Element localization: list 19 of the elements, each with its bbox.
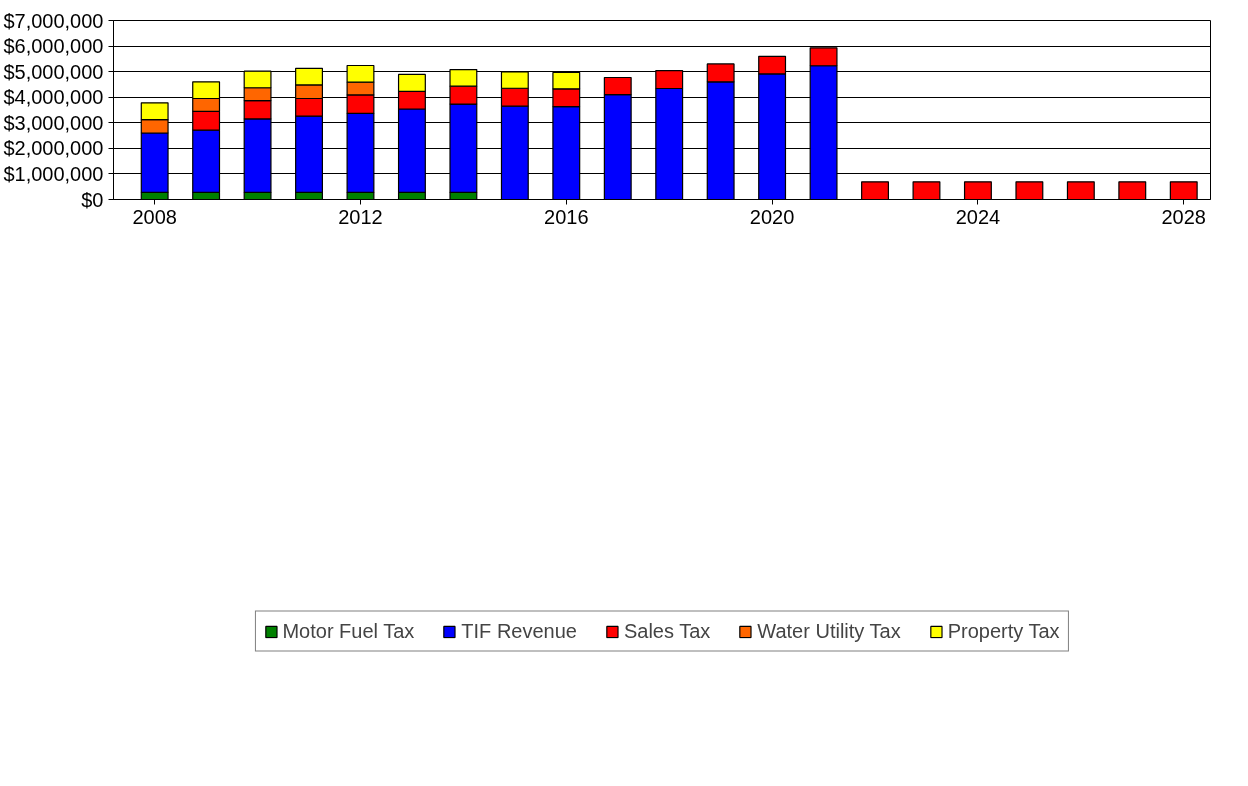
x-tick-label: 2024 — [955, 205, 1001, 228]
legend-label: TIF Revenue — [461, 619, 577, 643]
y-tick-label: $5,000,000 — [3, 60, 104, 83]
y-tick-label: $2,000,000 — [3, 137, 104, 160]
y-tick-label: $1,000,000 — [3, 162, 104, 185]
y-tick-label: $0 — [81, 188, 104, 211]
x-tick-label: 2012 — [338, 205, 383, 228]
x-tick-label: 2020 — [749, 205, 795, 228]
legend-label: Motor Fuel Tax — [282, 619, 415, 643]
legend-label: Property Tax — [947, 619, 1060, 643]
x-tick-label: 2028 — [1161, 205, 1206, 228]
legend-label: Water Utility Tax — [757, 619, 901, 643]
y-tick-label: $4,000,000 — [3, 86, 104, 109]
x-tick-label: 2008 — [132, 205, 177, 228]
y-tick-label: $6,000,000 — [3, 35, 104, 58]
y-tick-label: $7,000,000 — [3, 9, 104, 32]
x-tick-label: 2016 — [544, 205, 589, 228]
y-tick-label: $3,000,000 — [3, 111, 104, 134]
legend-label: Sales Tax — [623, 619, 711, 643]
